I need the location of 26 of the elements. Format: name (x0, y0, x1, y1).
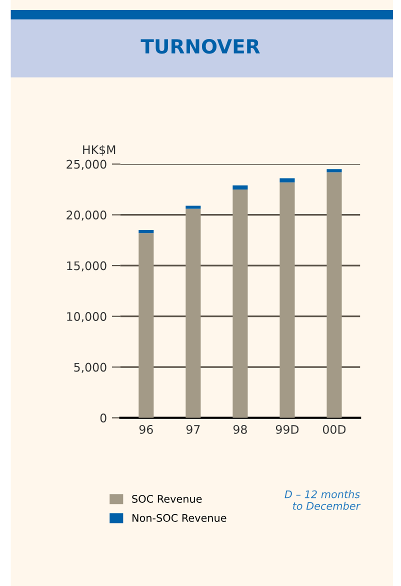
y-tick-label: 25,000 (66, 160, 106, 170)
text: D – 12 months to December (284, 490, 361, 510)
bar (186, 208, 201, 418)
bar (186, 206, 201, 209)
bar (232, 189, 248, 418)
y-tick-label: 10,000 (67, 312, 106, 322)
x-tick-label: 96 (139, 424, 153, 434)
y-tick-label: 15,000 (67, 261, 106, 272)
bar (138, 230, 154, 234)
y-tick-label: 20,000 (66, 210, 106, 221)
bar (138, 233, 154, 418)
legend-label: SOC Revenue (132, 494, 202, 503)
y-tick-label: 0 (100, 414, 106, 422)
bar (326, 172, 342, 418)
legend-label: Non-SOC Revenue (132, 514, 226, 522)
x-tick-label: 97 (186, 424, 200, 434)
x-tick-label: 99D (276, 424, 299, 434)
bar (232, 185, 248, 190)
bar (326, 169, 342, 172)
chart-title: TURNOVER (140, 38, 260, 54)
y-axis-title: HK$M (83, 145, 116, 156)
x-tick-label: 98 (233, 424, 247, 434)
bar (280, 178, 295, 182)
y-tick-label: 5,000 (74, 362, 106, 373)
x-tick-label: 00D (322, 424, 346, 434)
bar (280, 182, 295, 418)
